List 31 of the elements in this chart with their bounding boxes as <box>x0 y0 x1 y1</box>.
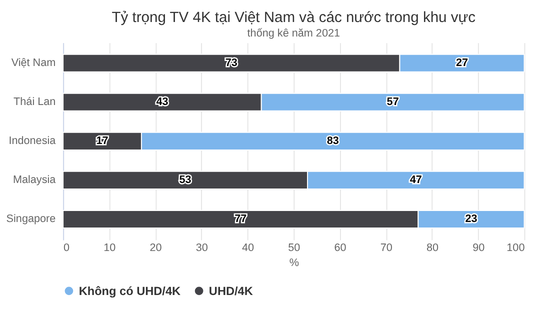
x-tick-label: 90 <box>472 242 485 254</box>
data-label: 17 <box>96 135 108 148</box>
x-tick-label: 60 <box>334 242 346 254</box>
data-label: 77 <box>234 213 247 226</box>
y-tick-label: Indonesia <box>8 135 57 148</box>
x-tick-label: 80 <box>426 242 439 254</box>
data-label: 83 <box>326 135 339 148</box>
chart-title: Tỷ trọng TV 4K tại Việt Nam và các nước trong khu vực <box>112 10 476 26</box>
x-tick-label: 10 <box>104 242 116 254</box>
data-label: 47 <box>410 174 422 186</box>
legend-label: Không có UHD/4K <box>78 284 182 298</box>
y-tick-label: Thái Lan <box>14 96 56 108</box>
x-tick-label: 30 <box>196 242 208 254</box>
y-tick-label: Malaysia <box>12 174 57 186</box>
y-tick-label: Singapore <box>6 213 56 226</box>
data-label: 53 <box>179 174 192 186</box>
data-label: 43 <box>156 96 168 108</box>
data-label: 57 <box>386 96 399 108</box>
chart-subtitle: thống kê năm 2021 <box>247 28 340 40</box>
x-tick-label: 100 <box>506 242 525 254</box>
x-tick-label: 40 <box>242 242 254 254</box>
x-tick-label: 0 <box>64 242 70 254</box>
legend-label: UHD/4K <box>208 284 254 298</box>
x-tick-label: 70 <box>380 242 392 254</box>
data-label: 23 <box>465 213 478 226</box>
data-label: 73 <box>225 57 238 70</box>
y-tick-label: Việt Nam <box>11 57 56 70</box>
data-label: 27 <box>456 57 468 70</box>
x-axis-title: % <box>289 256 300 269</box>
x-tick-label: 20 <box>150 242 162 254</box>
x-tick-label: 50 <box>288 242 300 254</box>
